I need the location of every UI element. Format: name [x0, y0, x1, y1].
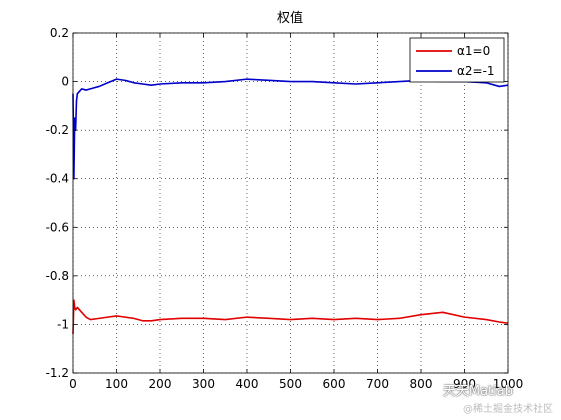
plot-area: 0 100 200 300 400 500 600 700 800 900 1000 0.2 0 -0.2… — [46, 26, 524, 391]
series-line-2 — [72, 78, 509, 180]
watermark-text: 天天Matlab — [442, 384, 513, 399]
y-tick-label: -0.2 — [46, 123, 69, 137]
x-tick-label: 700 — [366, 377, 389, 391]
series-line-1 — [72, 299, 509, 335]
x-tick-label: 500 — [279, 377, 302, 391]
x-tick-label: 100 — [105, 377, 128, 391]
x-tick-label: 0 — [69, 377, 77, 391]
legend-box — [409, 37, 505, 83]
x-tick-label: 200 — [149, 377, 172, 391]
x-tick-label: 1000 — [493, 377, 524, 391]
y-tick-label: 0.2 — [50, 26, 69, 40]
y-tick-label: -1.2 — [46, 366, 69, 380]
y-tick-label: 0 — [61, 75, 69, 89]
y-tick-label: -0.8 — [46, 269, 69, 283]
legend-label-2: α2=-1 — [457, 64, 495, 78]
y-tick-label: -1 — [57, 317, 69, 331]
legend: α1=0 α2=-1 — [409, 37, 505, 83]
x-tick-label: 900 — [453, 377, 476, 391]
y-tick-label: -0.4 — [46, 172, 69, 186]
chart-title: 权值 — [277, 10, 303, 26]
x-tick-label: 800 — [410, 377, 433, 391]
x-tick-label: 300 — [192, 377, 215, 391]
watermark-subtext: @稀土掘金技术社区 — [463, 404, 553, 415]
y-tick-label: -0.6 — [46, 220, 69, 234]
x-tick-label: 400 — [236, 377, 259, 391]
x-tick-label: 600 — [323, 377, 346, 391]
legend-label-1: α1=0 — [457, 44, 490, 58]
